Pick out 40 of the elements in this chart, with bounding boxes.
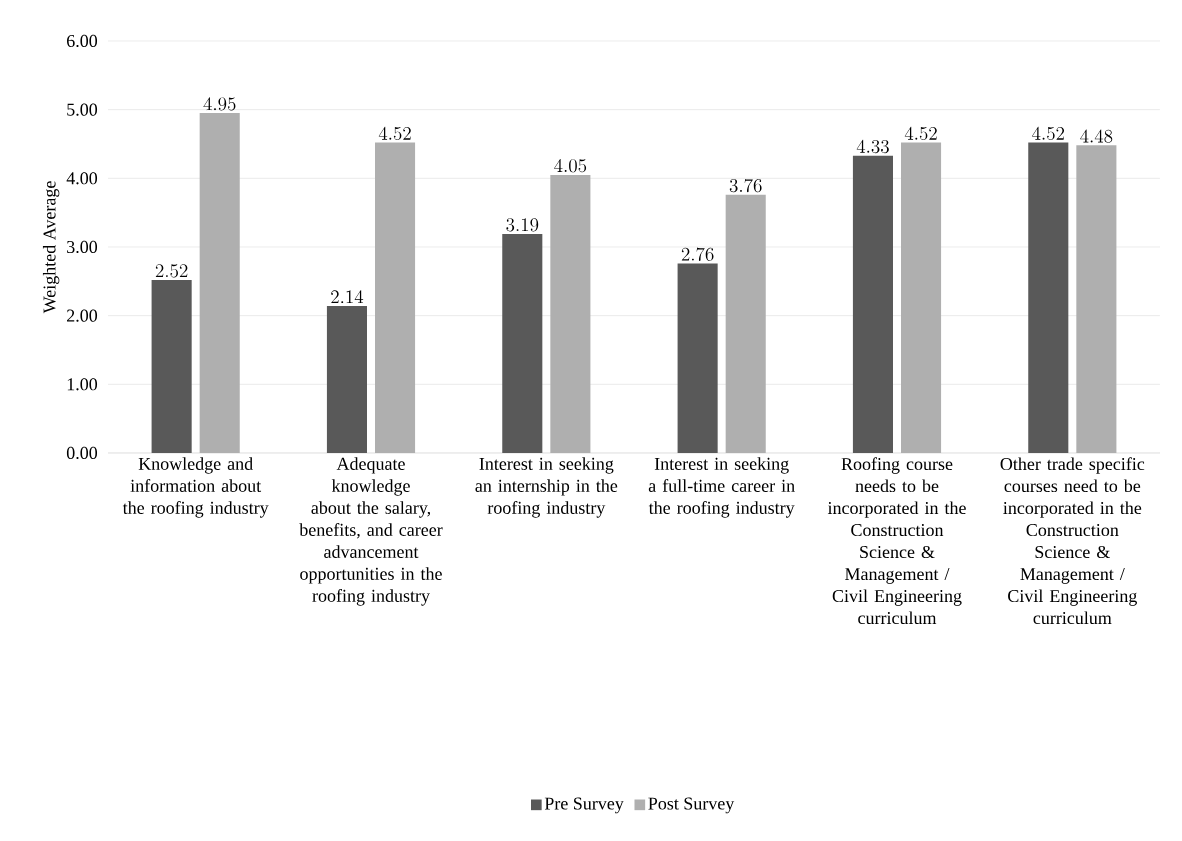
bar (502, 233, 543, 453)
data-label: 2. 14 (331, 290, 364, 304)
bar (326, 306, 367, 453)
y-tick-label: 6.00 (67, 34, 98, 48)
bar (375, 142, 416, 453)
legend-label: Pre Survey (544, 797, 624, 814)
x-tick-label: Other trade specific courses need to be incorporated in the Construction Science & Management / Civil Engineering curriculum (1000, 457, 1145, 625)
x-tick-label: Interest in seeking a full-time career in the roofing industry (648, 457, 795, 518)
data-label: 4.48 (1080, 129, 1113, 143)
data-label: 2.52 (155, 264, 188, 278)
data-label: 2.76 (681, 247, 714, 261)
data-label: 4.33 (856, 139, 889, 154)
bar (677, 263, 718, 453)
x-tick-label: Knowledge and information about the roofing industry (122, 457, 269, 518)
data-label: 4.52 (378, 126, 411, 141)
x-tick-label: Roofing course needs to be incorporated in the Construction Science & Management / Civil Engineering curriculum (827, 457, 966, 625)
y-tick-label: 2.00 (67, 309, 98, 322)
bar (550, 174, 591, 453)
data-label: 4.52 (1032, 126, 1065, 141)
data-label: 4.05 (554, 158, 587, 173)
data-label: 3.76 (729, 178, 762, 193)
y-tick-label: 5.00 (67, 103, 98, 116)
y-axis-title: Weighted Average (42, 181, 60, 314)
bar (151, 279, 192, 453)
bar (901, 142, 942, 453)
y-tick-label: 3.00 (67, 240, 98, 254)
data-label: 4.95 (203, 97, 236, 111)
y-tick-label: 0.00 (66, 446, 98, 460)
x-tick-label: Interest in seeking an internship in the roofing industry (475, 457, 618, 518)
bar (725, 194, 766, 453)
legend-label: Post Survey (648, 797, 735, 814)
bar (852, 155, 893, 453)
x-tick-label: Adequate knowledge about the salary, benefits, and career advancement opportunities in the roofing industry (299, 457, 443, 606)
bar (1076, 145, 1117, 453)
data-label: 4.52 (904, 126, 937, 141)
bar (199, 113, 240, 453)
y-tick-label: 1.00 (67, 378, 98, 391)
bar (1028, 142, 1069, 453)
y-tick-label: 4.00 (66, 172, 98, 185)
data-label: 3. 19 (506, 218, 539, 232)
